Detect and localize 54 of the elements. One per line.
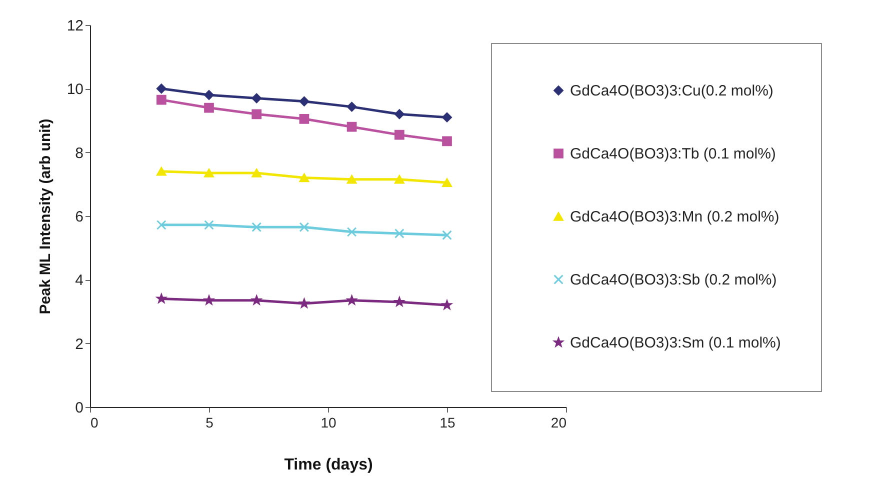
point: [394, 175, 404, 184]
x-tick-label: 5: [206, 414, 214, 430]
point: [346, 122, 357, 132]
point: [442, 300, 452, 310]
y-tick-label: 0: [75, 400, 84, 416]
point: [156, 167, 166, 176]
legend-label: GdCa4O(BO3)3:Cu(0.2 mol%): [570, 82, 774, 100]
point: [156, 84, 166, 94]
point: [299, 298, 309, 308]
point: [346, 226, 357, 237]
y-tick-label: 6: [75, 208, 84, 226]
point: [394, 228, 404, 238]
x-tick-label: 10: [320, 414, 336, 430]
point: [204, 90, 214, 100]
point: [252, 295, 262, 304]
point: [252, 168, 262, 178]
y-tick-label: 12: [66, 18, 84, 34]
point: [299, 114, 310, 124]
legend-label: GdCa4O(BO3)3:Tb (0.1 mol%): [570, 146, 776, 162]
point: [299, 96, 310, 106]
y-tick-label: 10: [66, 81, 84, 98]
point: [394, 130, 404, 140]
legend-label: GdCa4O(BO3)3:Sm (0.1 mol%): [570, 334, 781, 352]
point: [346, 102, 357, 112]
x-tick-label: 15: [440, 414, 456, 430]
point: [346, 175, 357, 184]
point: [394, 297, 404, 306]
point: [156, 220, 166, 230]
point: [394, 109, 404, 120]
point: [299, 222, 310, 232]
point: [204, 102, 214, 113]
point: [204, 220, 214, 230]
point: [299, 173, 310, 182]
point: [252, 93, 262, 104]
point: [252, 222, 262, 232]
point: [252, 109, 262, 120]
y-tick-label: 8: [75, 144, 84, 162]
point: [156, 294, 166, 303]
y-axis-title: Peak ML Intensity (arb unit): [36, 118, 54, 314]
x-tick-label: 0: [90, 414, 98, 430]
point: [442, 178, 452, 187]
point: [442, 230, 452, 240]
x-axis-title: Time (days): [284, 456, 373, 474]
legend-label: GdCa4O(BO3)3:Mn (0.2 mol%): [570, 208, 780, 226]
point: [156, 94, 166, 105]
point: [204, 168, 214, 178]
point: [442, 136, 452, 146]
x-tick-label: 20: [550, 414, 567, 430]
point: [442, 112, 452, 122]
point: [347, 295, 357, 304]
legend-label: GdCa4O(BO3)3:Sb (0.2 mol%): [570, 272, 777, 288]
y-tick-label: 2: [75, 336, 84, 353]
y-tick-label: 4: [75, 272, 84, 290]
point: [204, 295, 214, 304]
